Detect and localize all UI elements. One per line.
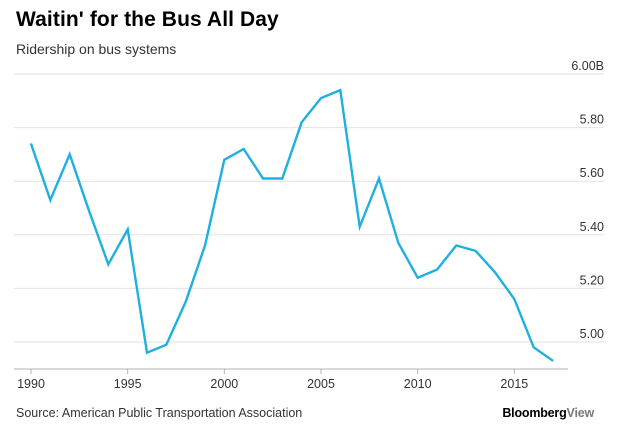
data-point-2015: [513, 298, 515, 300]
y-tick-label: 5.00: [580, 327, 604, 341]
data-point-1991: [49, 199, 51, 201]
data-point-2000: [223, 159, 225, 161]
brand-view: View: [566, 406, 595, 420]
data-point-2006: [339, 89, 341, 91]
x-tick-label: 1990: [17, 377, 45, 391]
brand-bloomberg: Bloomberg: [502, 406, 567, 420]
data-point-1998: [185, 301, 187, 303]
data-point-2017: [552, 360, 554, 362]
x-tick-label: 2010: [404, 377, 432, 391]
data-point-2004: [301, 121, 303, 123]
data-point-2014: [494, 271, 496, 273]
data-point-2005: [320, 97, 322, 99]
data-points: [30, 89, 554, 362]
y-tick-label: 5.80: [580, 113, 604, 127]
series-line-bus-ridership: [29, 88, 554, 362]
y-tick-label: 6.00B: [571, 59, 604, 73]
y-tick-label: 5.60: [580, 166, 604, 180]
bloomberg-view-logo: BloombergView: [502, 406, 594, 420]
y-tick-label: 5.40: [580, 220, 604, 234]
data-point-2011: [436, 269, 438, 271]
data-point-2016: [533, 346, 535, 348]
y-axis-ticks: 5.00 5.20 5.40 5.60 5.80 6.00B: [571, 59, 604, 341]
x-tick-label: 2005: [307, 377, 335, 391]
x-tick-label: 2015: [500, 377, 528, 391]
data-point-1996: [146, 352, 148, 354]
y-tick-label: 5.20: [580, 273, 604, 287]
data-point-2003: [281, 177, 283, 180]
data-point-1993: [88, 210, 90, 212]
data-point-2009: [397, 242, 399, 244]
data-point-1992: [69, 153, 71, 155]
data-point-2013: [475, 250, 477, 252]
data-point-2008: [378, 177, 380, 180]
data-point-2002: [262, 177, 264, 180]
data-point-1990: [30, 143, 32, 145]
x-tick-label: 2000: [210, 377, 238, 391]
x-tick-label: 1995: [114, 377, 142, 391]
chart-subtitle: Ridership on bus systems: [16, 41, 177, 57]
data-point-2012: [455, 244, 457, 247]
source-note: Source: American Public Transportation A…: [16, 406, 303, 420]
data-point-1995: [127, 228, 129, 231]
data-point-2007: [359, 226, 361, 228]
data-point-2001: [243, 148, 245, 150]
x-axis-ticks: 1990 1995 2000 2005 2010 2015: [17, 369, 528, 391]
data-point-2010: [417, 277, 419, 279]
data-point-1999: [204, 244, 206, 247]
data-point-1994: [107, 263, 109, 265]
data-point-1997: [165, 344, 167, 346]
chart-title: Waitin' for the Bus All Day: [16, 8, 279, 31]
